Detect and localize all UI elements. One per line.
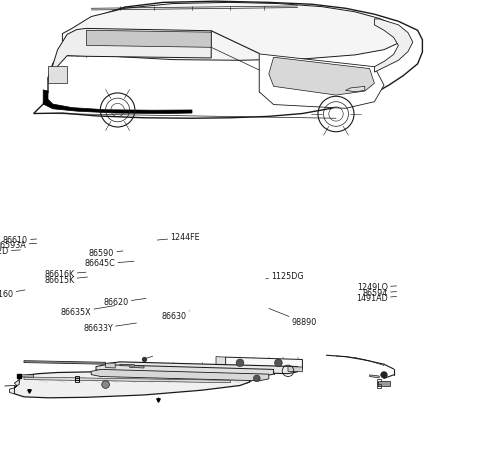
Polygon shape (62, 2, 403, 61)
Text: 86620: 86620 (104, 298, 146, 307)
Polygon shape (10, 379, 19, 394)
Polygon shape (24, 361, 106, 364)
Polygon shape (19, 375, 34, 377)
Text: 86645C: 86645C (84, 259, 134, 269)
Polygon shape (48, 28, 211, 80)
Polygon shape (346, 86, 365, 92)
Polygon shape (288, 367, 302, 372)
Text: 98890: 98890 (269, 308, 317, 327)
Polygon shape (24, 377, 230, 383)
Polygon shape (14, 372, 250, 398)
Text: 1249LQ: 1249LQ (357, 283, 396, 292)
Text: 86633Y: 86633Y (83, 323, 136, 333)
Polygon shape (96, 365, 274, 376)
Polygon shape (269, 57, 374, 95)
Polygon shape (216, 357, 226, 367)
Text: 1244FE: 1244FE (157, 233, 200, 242)
Text: 86142D: 86142D (0, 247, 20, 256)
Circle shape (236, 359, 244, 367)
FancyBboxPatch shape (378, 381, 390, 386)
Text: 1125DG: 1125DG (266, 272, 304, 281)
Circle shape (381, 372, 387, 378)
Polygon shape (226, 357, 302, 369)
Text: 86635X: 86635X (60, 306, 115, 317)
Text: 86590: 86590 (89, 248, 123, 258)
Polygon shape (91, 369, 269, 381)
Text: 86616K: 86616K (44, 270, 86, 279)
Circle shape (102, 381, 109, 388)
Text: 86630: 86630 (161, 311, 190, 322)
Polygon shape (48, 66, 67, 83)
Text: 14160: 14160 (0, 289, 25, 299)
Polygon shape (106, 362, 298, 374)
Text: 86615K: 86615K (44, 275, 87, 285)
Polygon shape (86, 30, 211, 47)
Text: 1491AD: 1491AD (356, 294, 396, 304)
Polygon shape (130, 366, 144, 368)
Circle shape (275, 359, 282, 367)
Text: 86594: 86594 (362, 289, 396, 298)
Polygon shape (374, 19, 413, 72)
Polygon shape (43, 90, 192, 114)
Polygon shape (34, 1, 422, 118)
Polygon shape (259, 54, 384, 108)
Circle shape (253, 375, 260, 382)
Polygon shape (370, 375, 379, 378)
Text: 86610: 86610 (3, 236, 36, 245)
Text: 86593A: 86593A (0, 240, 36, 250)
Polygon shape (120, 364, 134, 366)
Polygon shape (106, 363, 115, 368)
